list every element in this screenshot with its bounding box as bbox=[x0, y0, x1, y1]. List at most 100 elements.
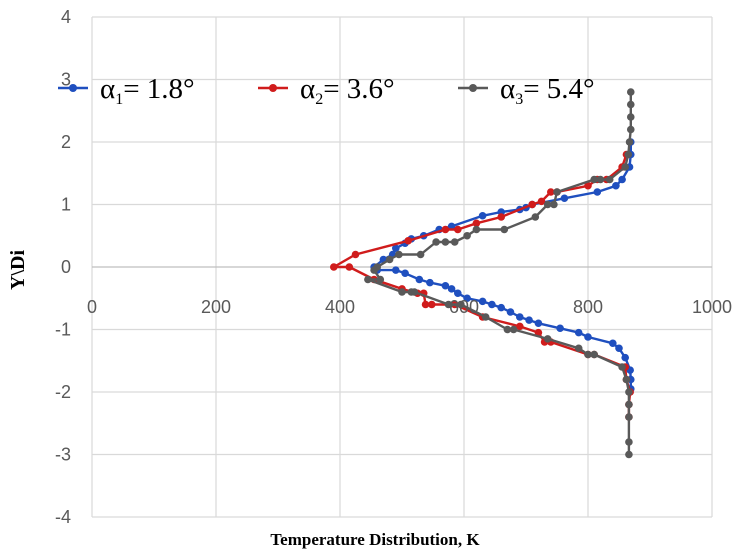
data-point bbox=[516, 313, 524, 321]
data-point bbox=[416, 250, 425, 259]
data-point bbox=[622, 375, 631, 384]
data-point bbox=[497, 213, 506, 221]
data-point bbox=[624, 150, 633, 159]
y-tick-label: -2 bbox=[55, 382, 71, 402]
y-tick-label: -4 bbox=[55, 507, 71, 527]
data-point bbox=[543, 335, 552, 343]
data-point bbox=[534, 319, 543, 328]
data-point bbox=[593, 188, 602, 196]
data-point bbox=[370, 266, 378, 274]
x-tick-labels: 0 200 400 600 800 1000 bbox=[87, 297, 732, 317]
data-point bbox=[509, 325, 518, 334]
data-point bbox=[547, 188, 555, 196]
data-point bbox=[385, 255, 394, 264]
y-tick-label: 4 bbox=[61, 7, 71, 27]
data-point bbox=[618, 175, 626, 184]
data-point bbox=[500, 225, 509, 234]
data-point bbox=[454, 225, 462, 234]
legend-label: α3= 5.4° bbox=[500, 73, 595, 108]
legend-item: α1= 1.8° bbox=[58, 73, 195, 108]
data-point bbox=[605, 175, 614, 184]
data-point bbox=[463, 231, 471, 240]
data-point bbox=[556, 324, 564, 333]
data-point bbox=[488, 300, 496, 309]
legend-item: α3= 5.4° bbox=[458, 73, 595, 108]
data-point bbox=[472, 219, 481, 228]
data-point bbox=[421, 300, 430, 309]
data-point bbox=[426, 278, 434, 287]
data-point bbox=[497, 303, 506, 312]
data-point bbox=[625, 388, 633, 396]
data-point bbox=[626, 113, 635, 121]
data-point bbox=[625, 400, 633, 409]
data-point bbox=[478, 211, 487, 220]
data-point bbox=[395, 250, 403, 259]
data-point bbox=[345, 263, 354, 271]
data-point bbox=[478, 297, 487, 306]
x-tick-label: 800 bbox=[573, 297, 603, 317]
data-point bbox=[590, 175, 598, 184]
data-point bbox=[447, 285, 456, 293]
series-3 bbox=[364, 88, 635, 459]
data-point bbox=[454, 289, 462, 298]
x-axis-label: Temperature Distribution, K bbox=[270, 530, 480, 549]
data-point bbox=[376, 275, 385, 284]
data-point bbox=[401, 269, 409, 278]
data-point bbox=[609, 339, 617, 348]
data-point bbox=[560, 194, 569, 203]
x-tick-label: 400 bbox=[325, 297, 355, 317]
data-point bbox=[427, 300, 436, 309]
data-point bbox=[534, 328, 543, 337]
legend: α1= 1.8° α2= 3.6° α3= 5.4° bbox=[58, 73, 595, 108]
data-point bbox=[404, 236, 413, 245]
x-tick-label: 0 bbox=[87, 297, 97, 317]
data-point bbox=[553, 188, 561, 196]
data-point bbox=[590, 350, 598, 359]
y-tick-label: 2 bbox=[61, 132, 71, 152]
data-point bbox=[432, 238, 440, 246]
data-point bbox=[516, 322, 524, 331]
data-point bbox=[584, 181, 592, 190]
data-point bbox=[543, 200, 552, 209]
series-layer bbox=[330, 88, 635, 459]
data-point bbox=[625, 413, 633, 421]
data-point bbox=[351, 250, 360, 259]
data-point bbox=[618, 363, 626, 371]
data-point bbox=[457, 300, 465, 309]
grid-lines bbox=[91, 16, 713, 518]
data-point bbox=[626, 88, 635, 96]
data-point bbox=[550, 200, 558, 209]
legend-item: α2= 3.6° bbox=[258, 73, 395, 108]
data-point bbox=[626, 100, 635, 109]
data-point bbox=[415, 275, 424, 284]
data-point bbox=[621, 353, 629, 362]
y-tick-labels: 4 3 2 1 0 -1 -2 -3 -4 bbox=[55, 7, 71, 527]
data-point bbox=[612, 181, 620, 190]
data-point bbox=[463, 294, 471, 303]
data-point bbox=[392, 244, 400, 253]
y-tick-label: 3 bbox=[61, 70, 71, 90]
x-tick-label: 1000 bbox=[692, 297, 732, 317]
data-point bbox=[525, 316, 533, 324]
data-point bbox=[330, 263, 338, 271]
data-point bbox=[503, 325, 512, 334]
data-point bbox=[584, 333, 592, 341]
y-tick-label: -1 bbox=[55, 320, 71, 340]
legend-label: α2= 3.6° bbox=[300, 73, 395, 108]
data-point bbox=[626, 125, 635, 134]
data-point bbox=[447, 222, 456, 231]
data-point bbox=[528, 200, 536, 209]
data-point bbox=[450, 238, 459, 246]
data-point bbox=[444, 300, 453, 309]
data-point bbox=[472, 225, 481, 234]
legend-marker bbox=[269, 84, 277, 92]
y-axis-label: Y\Di bbox=[7, 250, 29, 290]
data-point bbox=[537, 197, 546, 206]
data-point bbox=[596, 175, 605, 184]
data-point bbox=[615, 344, 623, 353]
x-tick-label: 600 bbox=[449, 297, 479, 317]
data-point bbox=[392, 266, 400, 274]
data-point bbox=[625, 138, 634, 146]
